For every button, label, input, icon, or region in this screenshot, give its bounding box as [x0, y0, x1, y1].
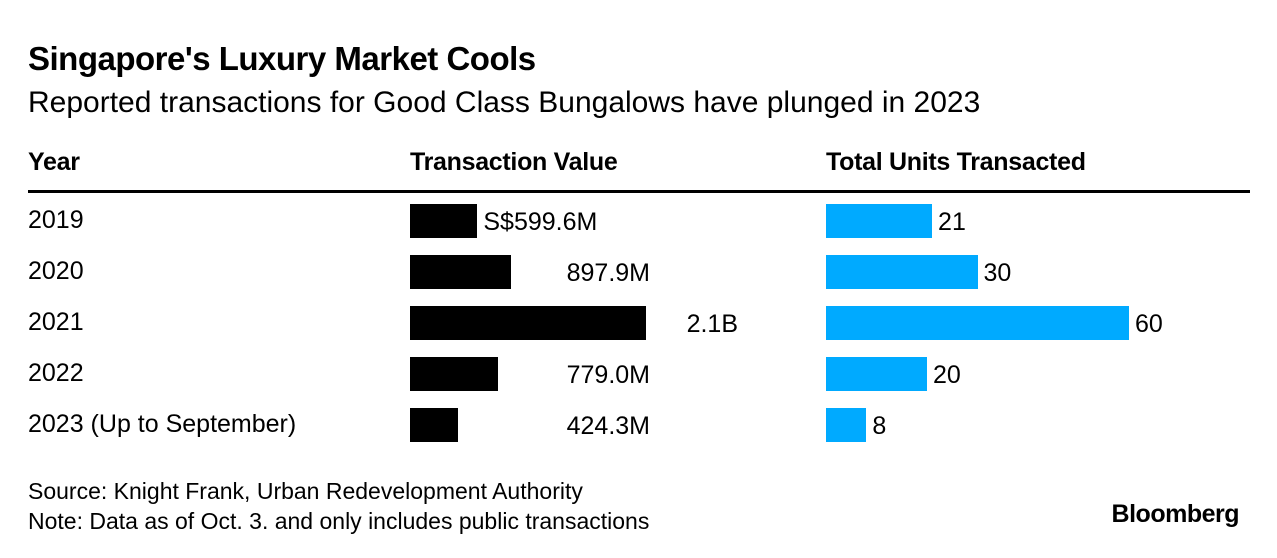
- units-bar-2021: [826, 306, 1129, 340]
- value-label-2020: 897.9M: [566, 259, 650, 287]
- column-header-total-units: Total Units Transacted: [826, 148, 1086, 176]
- units-bar-2019: [826, 204, 933, 238]
- bloomberg-logo: Bloomberg: [1111, 500, 1240, 528]
- year-label-2022: 2022: [28, 359, 84, 387]
- chart-title: Singapore's Luxury Market Cools: [28, 40, 536, 77]
- chart-subtitle: Reported transactions for Good Class Bun…: [28, 86, 981, 119]
- units-bar-2020: [826, 255, 978, 289]
- units-label-2022: 20: [933, 361, 961, 389]
- header-rule: [28, 190, 1250, 193]
- value-bar-2020: [410, 255, 511, 289]
- value-label-2019: S$599.6M: [483, 208, 598, 236]
- value-label-2022: 779.0M: [566, 361, 650, 389]
- units-label-2023: 8: [872, 412, 887, 440]
- year-label-2020: 2020: [28, 257, 84, 285]
- source-note: Source: Knight Frank, Urban Redevelopmen…: [28, 478, 583, 504]
- value-bar-2022: [410, 357, 498, 391]
- column-header-transaction-value: Transaction Value: [410, 148, 618, 176]
- units-label-2020: 30: [983, 259, 1012, 287]
- units-label-2021: 60: [1135, 310, 1163, 338]
- column-header-year: Year: [28, 148, 80, 176]
- year-label-2023: 2023 (Up to September): [28, 410, 297, 438]
- year-label-2021: 2021: [28, 308, 84, 336]
- units-bar-2022: [826, 357, 927, 391]
- value-bar-2021: [410, 306, 646, 340]
- year-label-2019: 2019: [28, 206, 84, 234]
- value-label-2021: 2.1B: [686, 310, 738, 338]
- units-bar-2023: [826, 408, 867, 442]
- units-label-2019: 21: [938, 208, 966, 236]
- value-bar-2023: [410, 408, 458, 442]
- data-note: Note: Data as of Oct. 3. and only includ…: [28, 508, 650, 534]
- value-bar-2019: [410, 204, 478, 238]
- value-label-2023: 424.3M: [566, 412, 650, 440]
